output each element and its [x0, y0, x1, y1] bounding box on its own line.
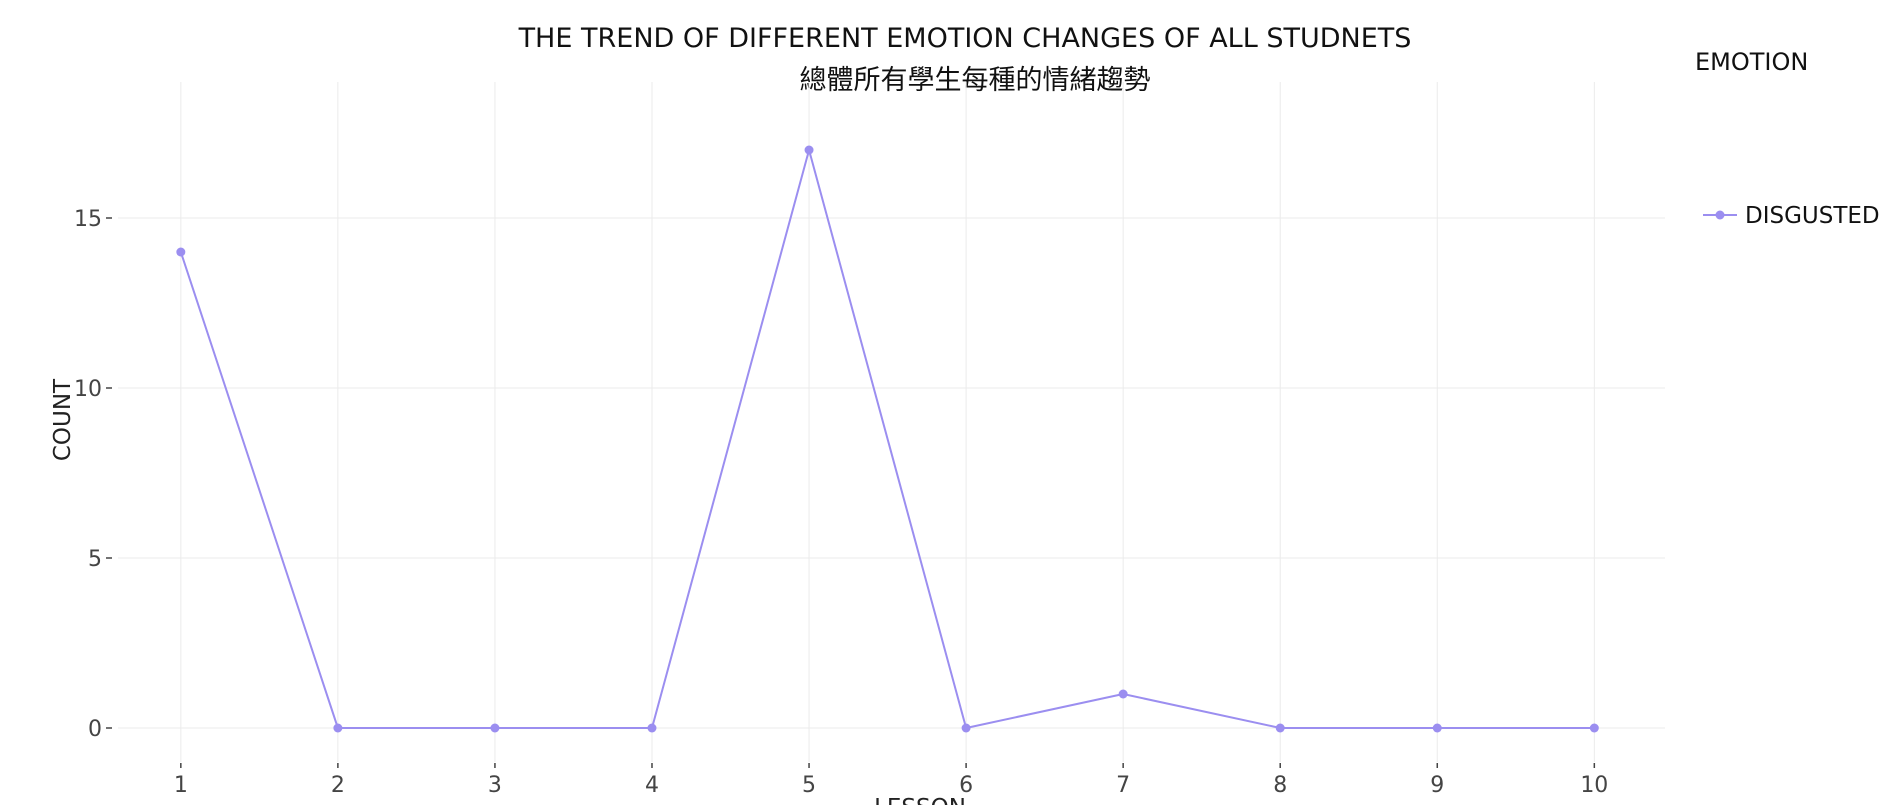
x-tick-label: 3 — [488, 773, 502, 798]
y-tick-label: 10 — [74, 377, 102, 402]
series-layer — [176, 145, 1599, 733]
x-tick-label: 6 — [959, 773, 973, 798]
data-point[interactable] — [1275, 723, 1285, 733]
legend-items[interactable]: DISGUSTED — [1703, 203, 1880, 229]
data-point[interactable] — [1118, 689, 1128, 699]
data-point[interactable] — [961, 723, 971, 733]
y-tick-label: 5 — [88, 547, 102, 572]
data-point[interactable] — [333, 723, 343, 733]
chart-subtitle: 總體所有學生每種的情緒趨勢 — [800, 65, 1151, 96]
x-axis-ticks: 1 2 3 4 5 6 7 8 9 10 — [174, 763, 1608, 798]
y-axis-title: COUNT — [50, 378, 76, 461]
y-tick-label: 15 — [74, 207, 102, 232]
grid-lines — [118, 82, 1665, 762]
data-point[interactable] — [1432, 723, 1442, 733]
x-tick-label: 2 — [331, 773, 345, 798]
data-point[interactable] — [1589, 723, 1599, 733]
x-tick-label: 5 — [802, 773, 816, 798]
y-axis-ticks: 0 5 10 15 — [74, 207, 112, 742]
legend-swatch-marker — [1715, 210, 1725, 220]
x-tick-label: 4 — [645, 773, 659, 798]
chart-title: THE TREND OF DIFFERENT EMOTION CHANGES O… — [518, 23, 1412, 54]
x-axis-title: LESSON — [874, 795, 966, 805]
legend-title: EMOTION — [1695, 48, 1808, 76]
x-tick-label: 8 — [1273, 773, 1287, 798]
data-point[interactable] — [490, 723, 500, 733]
data-point[interactable] — [804, 145, 814, 155]
x-tick-label: 10 — [1580, 773, 1608, 798]
data-point[interactable] — [176, 247, 186, 257]
series-line[interactable] — [179, 149, 1595, 729]
legend-item[interactable]: DISGUSTED — [1703, 203, 1880, 229]
x-tick-label: 7 — [1116, 773, 1130, 798]
x-tick-label: 9 — [1430, 773, 1444, 798]
y-tick-label: 0 — [88, 717, 102, 742]
data-point[interactable] — [647, 723, 657, 733]
x-tick-label: 1 — [174, 773, 188, 798]
legend[interactable]: EMOTION DISGUSTED — [1695, 48, 1880, 229]
legend-label: DISGUSTED — [1745, 203, 1880, 229]
